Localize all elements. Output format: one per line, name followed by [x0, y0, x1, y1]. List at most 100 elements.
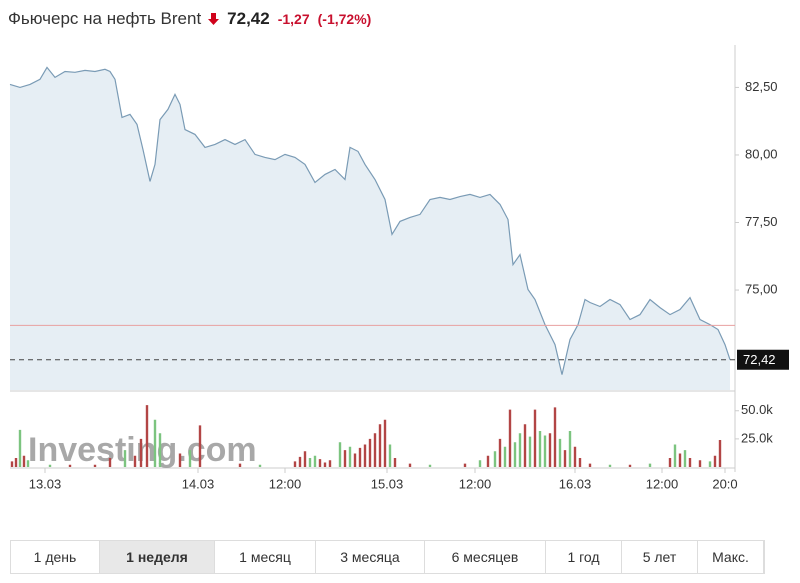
volume-bar	[498, 438, 502, 467]
down-arrow	[208, 13, 220, 25]
volume-bar	[145, 405, 149, 467]
x-tick-label: 12:00	[269, 476, 302, 491]
volume-bar	[348, 446, 352, 467]
volume-bar	[533, 409, 537, 467]
volume-bar	[538, 431, 542, 467]
volume-bar	[258, 464, 262, 467]
volume-bar	[298, 456, 302, 467]
volume-bar	[388, 444, 392, 467]
x-tick-label: 16.03	[559, 476, 592, 491]
volume-bar	[353, 453, 357, 467]
volume-bar	[528, 436, 532, 467]
volume-bar	[358, 447, 362, 467]
volume-bar	[48, 464, 52, 467]
price-line	[9, 66, 731, 375]
volume-bar	[383, 419, 387, 467]
range-button[interactable]: 1 день	[11, 541, 100, 573]
chart: Investing.com 72,42 75,00 77,50 80,00 82,50 25…	[9, 45, 789, 491]
volume-tick-label: 25.0k	[741, 430, 773, 445]
volume-bar	[18, 429, 22, 467]
volume-bar	[493, 451, 497, 467]
y-tick-label: 77,50	[745, 214, 778, 229]
x-tick-label: 12:00	[646, 476, 679, 491]
volume-bar	[508, 409, 512, 467]
x-tick-label: 20:0	[712, 476, 737, 491]
last-price: 72,42	[227, 9, 270, 28]
volume-bar	[573, 446, 577, 467]
volume-bar	[308, 458, 312, 467]
volume-bar	[408, 463, 412, 467]
volume-bar	[393, 458, 397, 467]
volume-bar	[139, 438, 143, 467]
volume-bar	[478, 460, 482, 467]
volume-bar	[553, 407, 557, 467]
volume-bar	[93, 464, 97, 467]
change: -1,27	[277, 11, 310, 27]
volume-bar	[548, 433, 552, 467]
range-button[interactable]: 1 месяц	[215, 541, 316, 573]
x-tick-label: 12:00	[459, 476, 492, 491]
volume-bar	[14, 458, 18, 467]
volume-bar	[68, 464, 72, 467]
volume-bar	[188, 450, 192, 467]
volume-bar	[303, 451, 307, 467]
volume-bar	[628, 464, 632, 467]
volume-bar	[578, 458, 582, 467]
range-button[interactable]: Макс.	[698, 541, 764, 573]
volume-bar	[158, 433, 162, 467]
volume-bar	[153, 419, 157, 467]
volume-bar	[668, 458, 672, 467]
volume-bar	[313, 455, 317, 467]
volume-bar	[698, 460, 702, 467]
range-button[interactable]: 5 лет	[622, 541, 698, 573]
volume-bar	[378, 424, 382, 467]
volume-bar	[178, 453, 182, 467]
volume-bar	[543, 435, 547, 467]
x-tick-label: 13.03	[29, 476, 62, 491]
volume-bar	[486, 455, 490, 467]
volume-bar	[363, 444, 367, 467]
volume-bar	[588, 463, 592, 467]
volume-tick-label: 50.0k	[741, 402, 773, 417]
range-button[interactable]: 3 месяца	[316, 541, 425, 573]
volume-bar	[518, 433, 522, 467]
volume-bar	[513, 442, 517, 467]
volume-bar	[648, 463, 652, 467]
price-area	[10, 67, 730, 391]
range-button[interactable]: 1 год	[546, 541, 622, 573]
x-tick-label: 14.03	[182, 476, 215, 491]
volume-bar	[318, 459, 322, 467]
range-button[interactable]: 1 неделя	[100, 541, 215, 573]
volume-bar	[673, 444, 677, 467]
header: Фьючерс на нефть Brent 72,42 -1,27 (-1,7…	[8, 9, 371, 29]
volume-bar	[343, 450, 347, 467]
last-price-label: 72,42	[743, 352, 776, 367]
volume-bar	[22, 455, 26, 467]
volume-bar	[428, 464, 432, 467]
volume-bar	[713, 455, 717, 467]
volume-bar	[133, 455, 137, 467]
volume-bar	[683, 450, 687, 467]
volume-bar	[563, 450, 567, 467]
volume-bar	[293, 461, 297, 467]
x-tick-label: 15.03	[371, 476, 404, 491]
volume-bar	[708, 461, 712, 467]
volume-bar	[463, 463, 467, 467]
range-buttons: 1 день 1 неделя 1 месяц 3 месяца 6 месяцев 1 …	[10, 540, 765, 574]
range-button[interactable]: 6 месяцев	[425, 541, 546, 573]
volume-bar	[108, 458, 112, 467]
volume-bar	[123, 450, 127, 467]
y-tick-label: 82,50	[745, 79, 778, 94]
volume-bar	[718, 440, 722, 467]
volume-bar	[503, 446, 507, 467]
volume-bar	[558, 438, 562, 467]
instrument-name: Фьючерс на нефть Brent	[8, 9, 202, 28]
volume-bar	[323, 462, 327, 467]
volume-bar	[568, 431, 572, 467]
volume-bar	[523, 424, 527, 467]
y-tick-label: 75,00	[745, 281, 778, 296]
volume-bar	[678, 453, 682, 467]
volume-bar	[238, 463, 242, 467]
last-price-box	[737, 349, 789, 370]
